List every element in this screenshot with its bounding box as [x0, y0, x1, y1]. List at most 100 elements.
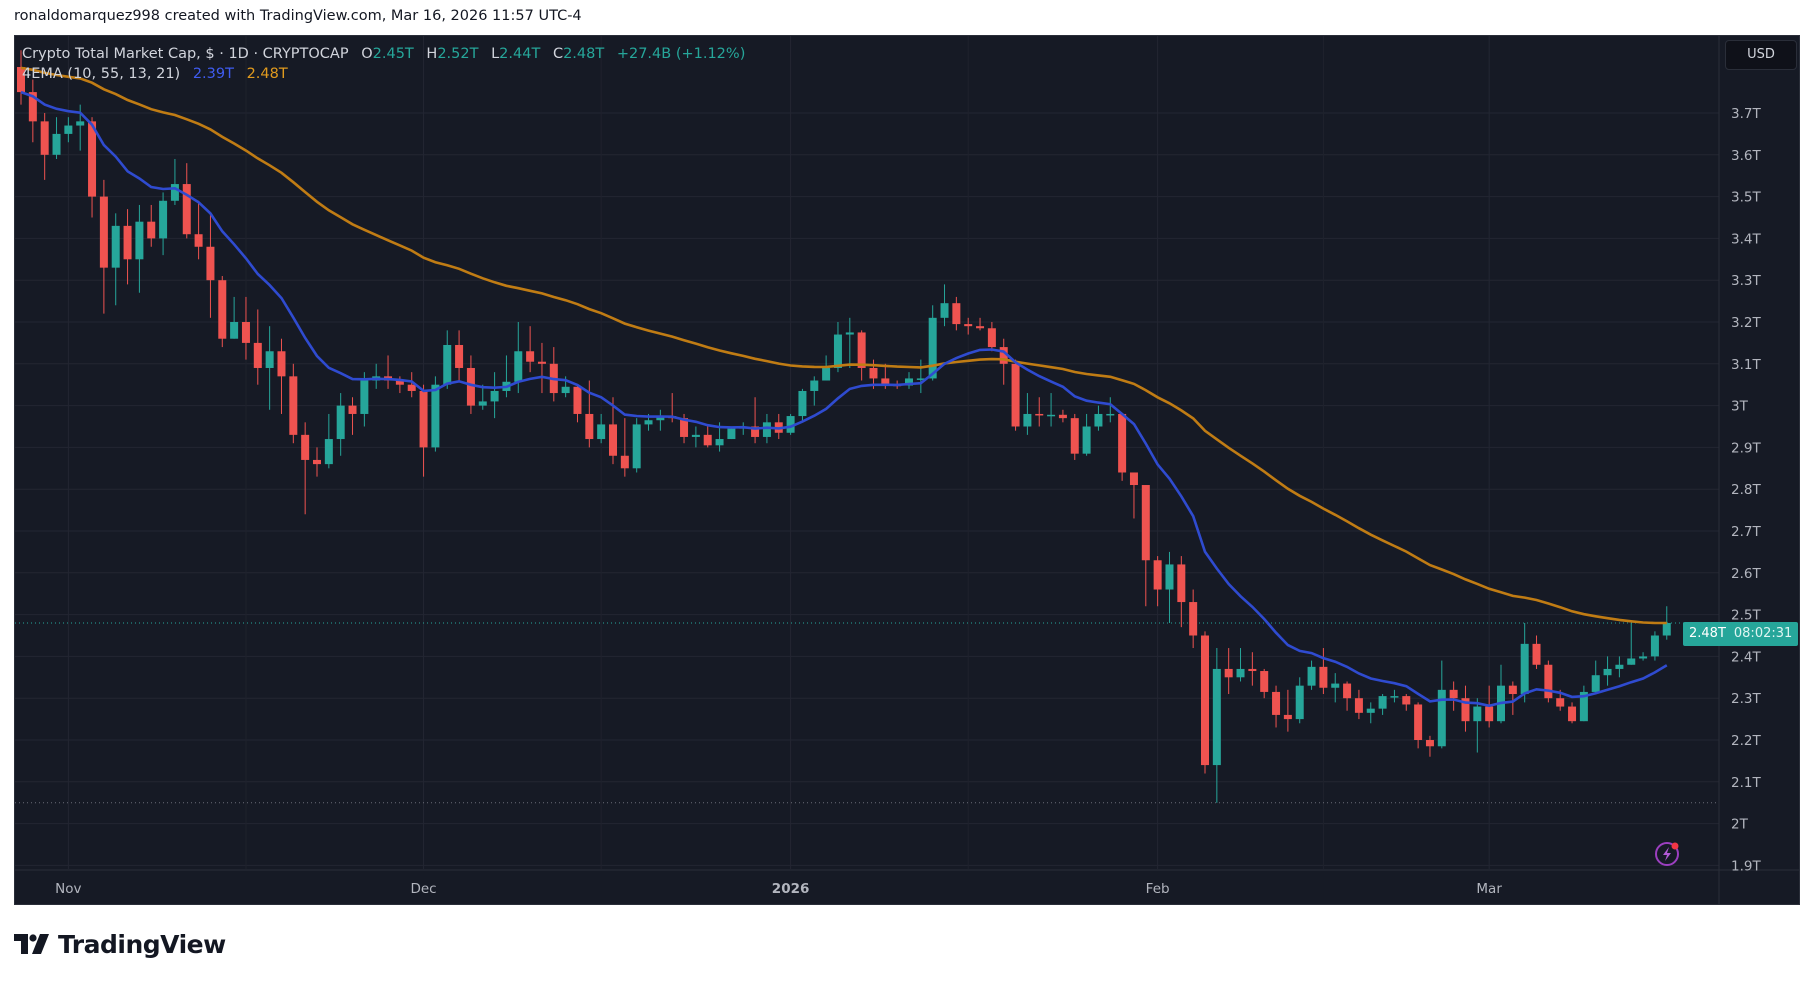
candle-body — [135, 221, 144, 260]
candle-body — [1639, 656, 1648, 659]
candle-body — [1082, 426, 1091, 454]
candle-body — [431, 384, 440, 448]
candle-body — [147, 221, 156, 239]
candle — [928, 305, 937, 381]
price-tick-label: 3.3T — [1731, 273, 1761, 289]
candle — [774, 413, 783, 440]
candle — [1177, 556, 1186, 628]
candle-body — [455, 344, 464, 368]
candle-body — [905, 378, 913, 386]
candle — [99, 179, 108, 314]
close-label: C — [552, 46, 564, 62]
candle-body — [537, 361, 546, 364]
candle-body — [1579, 691, 1588, 722]
candle-body — [715, 439, 724, 446]
price-tick-label: 1.9T — [1731, 858, 1761, 874]
candle-body — [609, 424, 617, 456]
time-tick-label: Dec — [410, 881, 436, 897]
candle — [218, 276, 227, 348]
candle — [1497, 664, 1505, 724]
candle-body — [1224, 668, 1233, 678]
candle-body — [111, 225, 120, 268]
price-axis[interactable]: 3.7T 3.6T 3.5T 3.4T 3.3T 3.2T 3.1T 3T 2.9T 2.8T 2.… — [1731, 106, 1761, 874]
candle-body — [751, 426, 760, 437]
candle-body — [845, 332, 854, 335]
lightning-alert-icon[interactable] — [1655, 842, 1679, 866]
candle — [502, 355, 511, 398]
candle — [1579, 685, 1588, 722]
chart-pane[interactable] — [14, 35, 1800, 905]
symbol-title[interactable]: Crypto Total Market Cap, $ · 1D · CRYPTO… — [22, 46, 349, 62]
candle-body — [786, 416, 795, 433]
candle — [159, 192, 168, 256]
chart-legend: Crypto Total Market Cap, $ · 1D · CRYPTO… — [22, 44, 745, 84]
price-tick-label: 2.9T — [1731, 440, 1761, 456]
candle-body — [1520, 643, 1529, 695]
candle-body — [88, 121, 97, 197]
candle-body — [632, 424, 641, 469]
open-value: 2.45T — [372, 46, 414, 62]
candle-body — [1390, 696, 1399, 698]
candle-body — [1343, 683, 1352, 699]
candle-body — [194, 234, 203, 247]
candle — [1639, 652, 1648, 661]
candle-body — [159, 200, 168, 239]
tradingview-logo-icon — [14, 934, 49, 954]
close-value: 2.48T — [563, 46, 605, 62]
candle — [1058, 409, 1067, 423]
high-value: 2.52T — [437, 46, 479, 62]
candle — [88, 117, 97, 218]
candle-body — [1189, 602, 1198, 636]
candle — [301, 422, 310, 515]
candle — [1011, 359, 1020, 431]
candle-body — [123, 225, 132, 260]
candle — [230, 296, 239, 339]
candle — [1532, 635, 1541, 669]
reference-lines — [15, 622, 1719, 804]
candle — [52, 117, 61, 159]
time-axis[interactable]: Nov Dec 2026 Feb Mar — [55, 881, 1502, 897]
candle-body — [573, 386, 582, 414]
candle — [1449, 681, 1458, 711]
candle-body — [253, 342, 262, 368]
candle-body — [52, 133, 61, 155]
candle — [1201, 631, 1209, 774]
price-tick-label: 3.5T — [1731, 190, 1761, 206]
candle — [1070, 413, 1079, 460]
candle-body — [1047, 414, 1056, 417]
tradingview-logo[interactable]: TradingView — [14, 928, 226, 960]
candle-body — [1366, 708, 1375, 713]
candles — [17, 50, 1671, 803]
candle — [916, 359, 925, 394]
candle-body — [916, 378, 925, 380]
candle-body — [301, 434, 310, 460]
candle — [1212, 648, 1221, 803]
candle-body — [40, 121, 49, 155]
candle — [857, 330, 866, 381]
candle-body — [1508, 685, 1517, 695]
indicator-title[interactable]: 4EMA (10, 55, 13, 21) — [22, 66, 181, 82]
low-value: 2.44T — [499, 46, 541, 62]
candle — [1295, 677, 1304, 724]
currency-button[interactable]: USD — [1725, 40, 1797, 70]
candle — [1331, 673, 1340, 703]
candle — [798, 388, 807, 423]
candle — [111, 213, 120, 306]
candle — [1568, 702, 1577, 724]
candle-body — [1532, 643, 1541, 665]
candle-body — [1615, 664, 1624, 669]
candle-body — [99, 196, 108, 268]
price-tick-label: 2.4T — [1731, 649, 1761, 665]
candle — [241, 296, 250, 360]
candle — [443, 330, 452, 389]
candle-body — [810, 380, 819, 391]
candle-body — [1307, 666, 1316, 686]
candle-body — [680, 418, 689, 437]
high-label: H — [426, 46, 438, 62]
candle — [1473, 698, 1482, 753]
candle-body — [727, 428, 736, 440]
ema-fast-line — [20, 90, 1668, 708]
candle — [123, 209, 132, 285]
candle-body — [1473, 706, 1482, 722]
